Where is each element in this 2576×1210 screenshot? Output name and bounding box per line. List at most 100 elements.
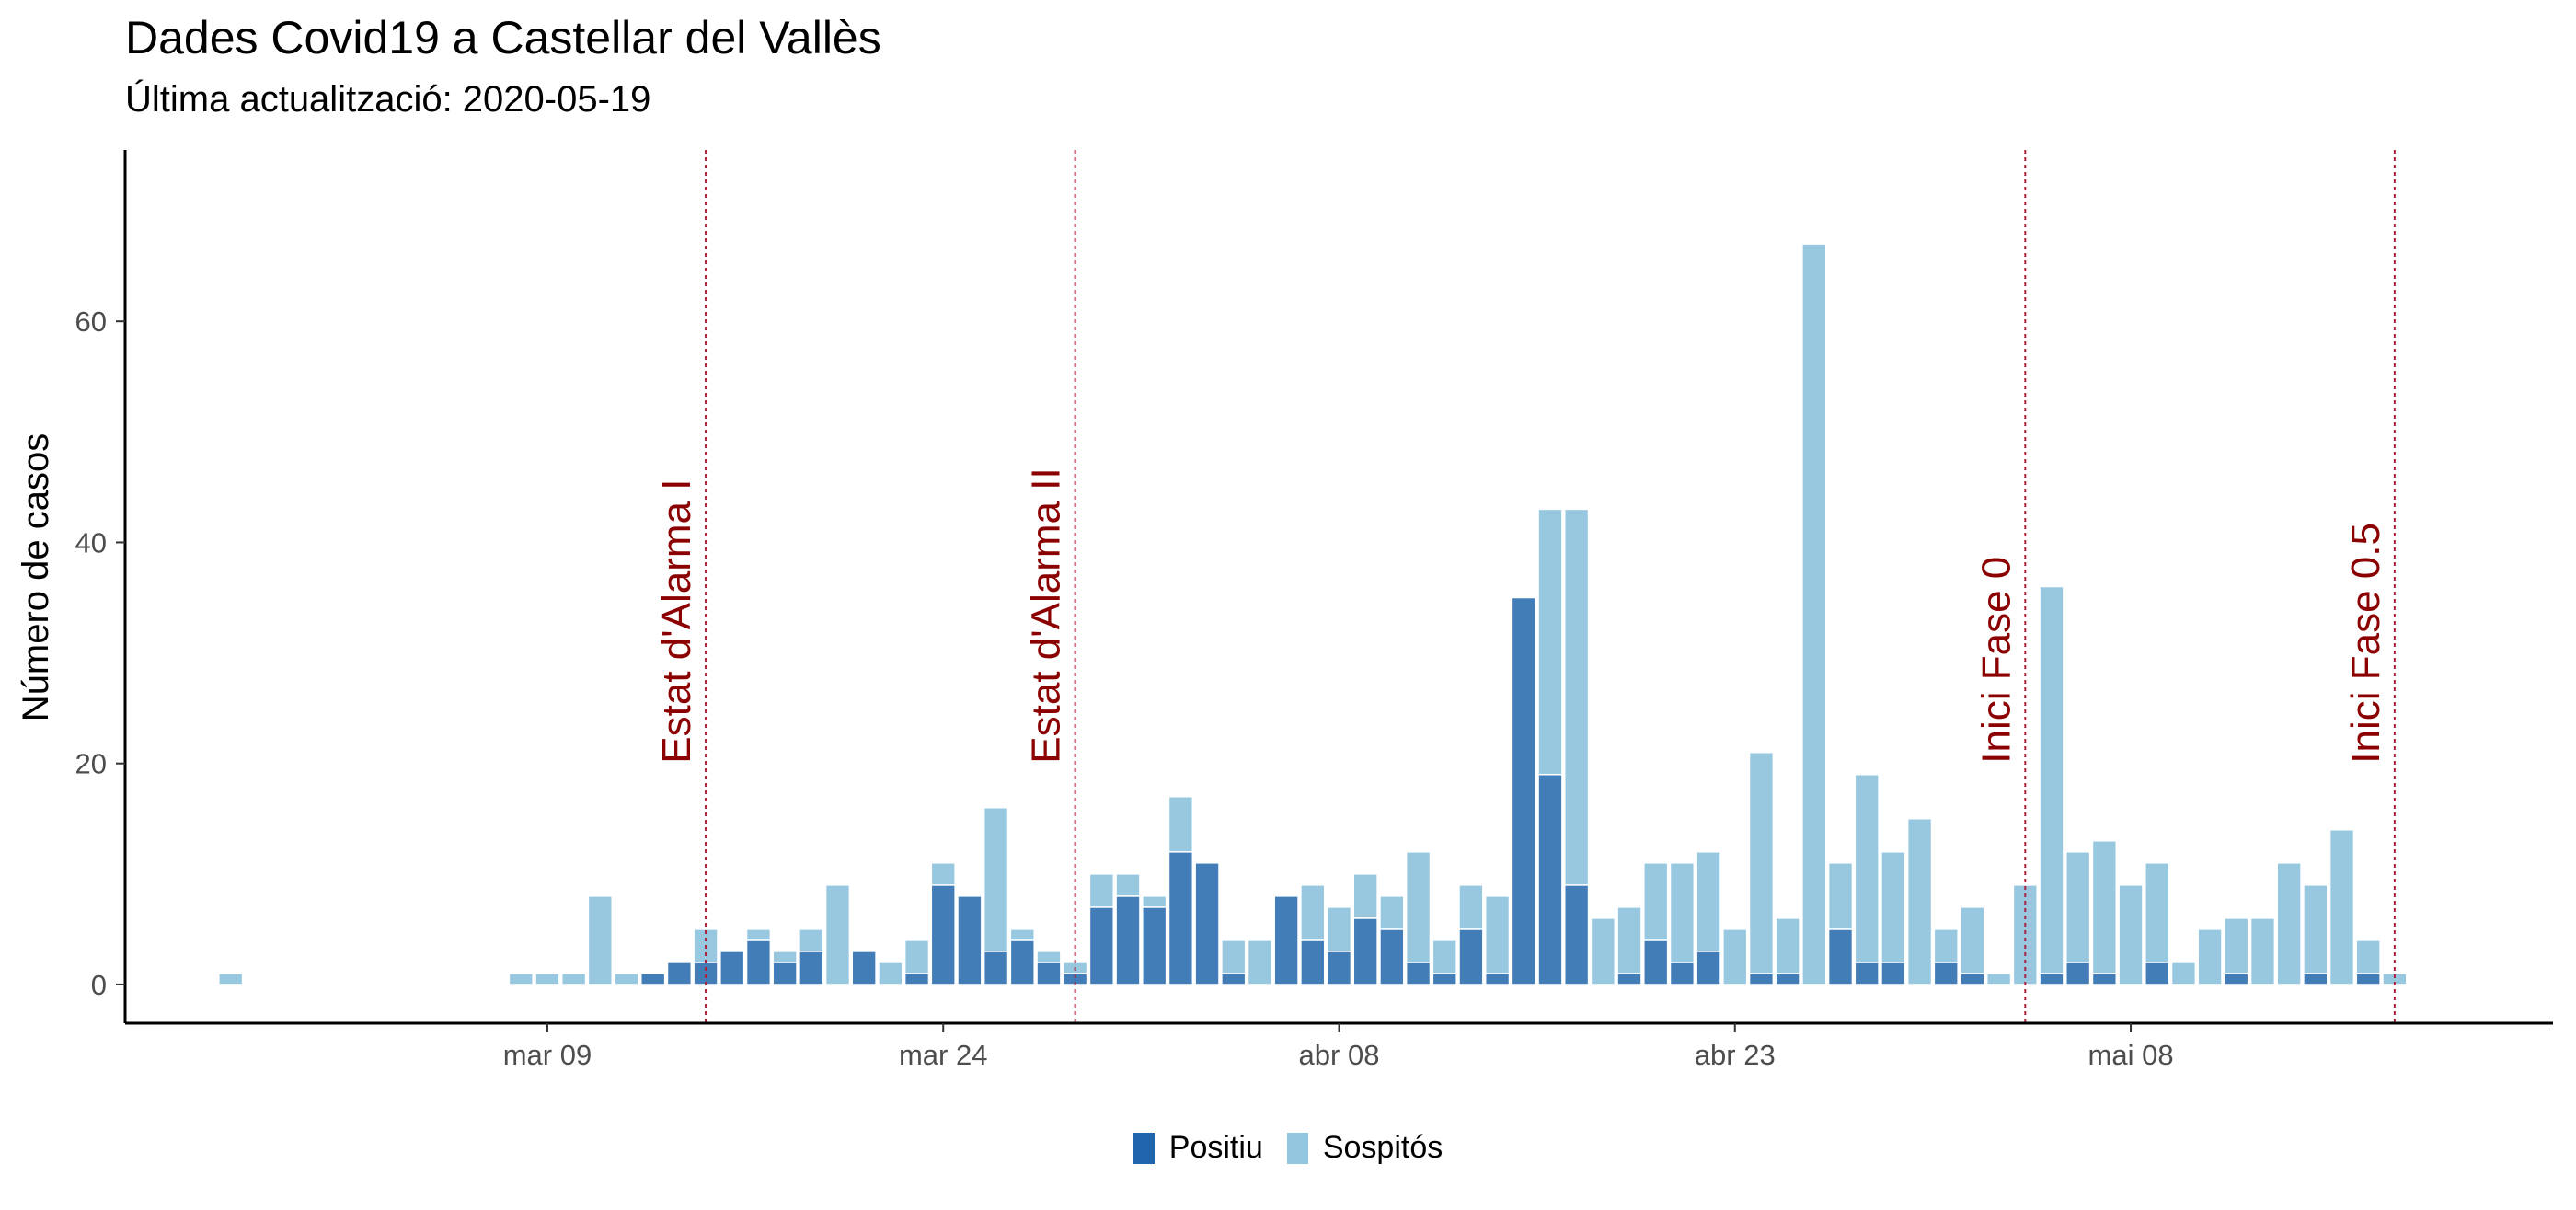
bar-sospitos [2065, 851, 2091, 963]
y-tick-label: 0 [91, 969, 107, 1001]
bar-positiu [2065, 962, 2091, 985]
bar-sospitos [1748, 751, 1775, 974]
bar-sospitos [1036, 951, 1062, 963]
bar-sospitos [1247, 939, 1273, 985]
bar-positiu [1405, 962, 1432, 985]
bar-sospitos [983, 807, 1009, 952]
bar-sospitos [587, 895, 613, 985]
y-axis-title: Número de casos [16, 433, 56, 721]
bar-positiu [1880, 962, 1906, 985]
bar-positiu [745, 939, 772, 985]
bar-sospitos [878, 962, 903, 985]
bar-positiu [2039, 973, 2064, 985]
bar-positiu [1696, 951, 1721, 985]
bar-sospitos [2224, 917, 2249, 974]
bar-positiu [1273, 895, 1299, 985]
bar-sospitos [2303, 884, 2329, 974]
bar-sospitos [1432, 939, 1457, 974]
bar-positiu [957, 895, 983, 985]
y-ticks: 0 20 40 60 [75, 305, 125, 1001]
bar-sospitos [1801, 243, 1827, 985]
bar-sospitos [1379, 895, 1405, 930]
bar-positiu [2355, 973, 2381, 985]
bar-sospitos [1880, 851, 1906, 963]
bar-sospitos [1616, 906, 1642, 974]
chart-subtitle: Última actualització: 2020-05-19 [125, 79, 651, 120]
y-tick-label: 20 [75, 748, 107, 780]
bar-positiu [799, 951, 824, 985]
bar-sospitos [2197, 928, 2223, 985]
bar-positiu [1511, 596, 1536, 985]
bar-sospitos [772, 951, 798, 963]
bar-sospitos [2145, 862, 2170, 963]
bar-sospitos [1142, 895, 1167, 908]
bar-positiu [1564, 884, 1590, 985]
x-ticks: mar 09 mar 24 abr 08 abr 23 mai 08 [503, 1023, 2174, 1071]
bar-positiu [1933, 962, 1959, 985]
event-labels-layer: Estat d'Alarma I Estat d'Alarma II Inici F… [654, 467, 2388, 763]
chart-title: Dades Covid19 a Castellar del Vallès [125, 12, 881, 63]
bar-sospitos [2170, 962, 2197, 985]
bars-layer [218, 243, 2408, 985]
y-tick-label: 60 [75, 305, 107, 338]
event-label: Inici Fase 0 [1973, 557, 2018, 764]
bar-positiu [1326, 951, 1352, 985]
bar-sospitos [1933, 928, 1959, 963]
bar-positiu [1194, 862, 1220, 985]
bar-sospitos [1775, 917, 1800, 974]
bar-sospitos [1643, 862, 1669, 941]
bar-sospitos [218, 973, 244, 985]
event-lines-layer [705, 150, 2396, 1023]
bar-sospitos [2118, 884, 2144, 985]
bar-sospitos [799, 928, 824, 952]
bar-sospitos [1827, 862, 1854, 930]
bar-sospitos [560, 973, 587, 985]
bar-sospitos [824, 884, 851, 985]
bar-positiu [2145, 962, 2170, 985]
bar-positiu [1827, 928, 1854, 985]
bar-sospitos [2276, 862, 2302, 985]
x-tick-label: abr 23 [1695, 1039, 1776, 1071]
bar-positiu [1142, 906, 1167, 985]
bar-sospitos [1696, 851, 1721, 952]
bar-positiu [2224, 973, 2249, 985]
bar-positiu [1352, 917, 1378, 985]
legend-label-positiu: Positiu [1168, 1130, 1263, 1165]
bar-positiu [1221, 973, 1247, 985]
bar-positiu [1115, 895, 1141, 985]
legend-item-sospitos: Sospitós [1286, 1130, 1443, 1166]
bar-sospitos [1300, 884, 1326, 941]
bar-sospitos [2039, 585, 2064, 974]
bar-positiu [1167, 851, 1194, 985]
bar-sospitos [1326, 906, 1352, 952]
bar-positiu [1537, 773, 1563, 985]
bar-sospitos [1722, 928, 1748, 985]
bar-sospitos [1221, 939, 1247, 974]
bar-sospitos [2091, 840, 2118, 974]
bar-positiu [851, 951, 877, 985]
bar-positiu [1616, 973, 1642, 985]
bar-positiu [1036, 962, 1062, 985]
bar-sospitos [1590, 917, 1616, 985]
bar-positiu [1643, 939, 1669, 985]
bar-positiu [1669, 962, 1696, 985]
bar-positiu [1458, 928, 1484, 985]
bar-positiu [1088, 906, 1114, 985]
event-label: Inici Fase 0.5 [2343, 523, 2388, 764]
bar-sospitos [1854, 773, 1880, 963]
bar-sospitos [1669, 862, 1696, 963]
bar-sospitos [1906, 818, 1933, 985]
bar-sospitos [2329, 829, 2355, 985]
legend-swatch-sospitos [1286, 1132, 1308, 1164]
bar-sospitos [1458, 884, 1484, 930]
x-tick-label: mar 24 [899, 1039, 987, 1071]
x-tick-label: abr 08 [1299, 1039, 1380, 1071]
legend-label-sospitos: Sospitós [1322, 1130, 1443, 1165]
bar-positiu [1775, 973, 1800, 985]
bar-positiu [1854, 962, 1880, 985]
bar-positiu [2303, 973, 2329, 985]
bar-sospitos [1564, 508, 1590, 886]
bar-positiu [1960, 973, 1985, 985]
y-tick-label: 40 [75, 526, 107, 559]
